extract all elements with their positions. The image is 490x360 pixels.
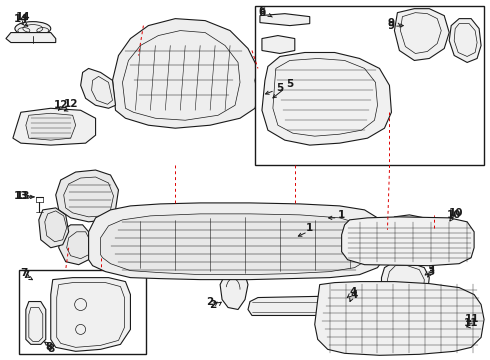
Text: 6: 6 (258, 6, 266, 15)
Polygon shape (220, 272, 248, 310)
Polygon shape (59, 225, 89, 265)
Bar (255, 6, 484, 165)
Text: 4: 4 (351, 289, 358, 300)
Text: 10: 10 (449, 208, 464, 218)
Polygon shape (13, 108, 96, 145)
Polygon shape (382, 262, 429, 307)
Polygon shape (113, 19, 260, 128)
Text: 5: 5 (276, 84, 284, 93)
Text: 7: 7 (22, 270, 29, 280)
Polygon shape (394, 9, 449, 60)
Polygon shape (315, 282, 484, 355)
Text: 1: 1 (338, 210, 345, 220)
Ellipse shape (15, 22, 51, 36)
Bar (19, 270, 147, 354)
Text: 9: 9 (388, 21, 395, 31)
Polygon shape (56, 170, 119, 222)
Polygon shape (39, 208, 69, 248)
Polygon shape (81, 68, 116, 108)
Polygon shape (26, 302, 46, 345)
Polygon shape (255, 58, 280, 98)
Text: 8: 8 (47, 345, 54, 354)
Polygon shape (262, 53, 392, 145)
Polygon shape (248, 296, 377, 315)
Text: 8: 8 (45, 342, 52, 352)
Text: 3: 3 (428, 265, 435, 275)
Text: 14: 14 (16, 12, 30, 22)
Polygon shape (51, 278, 130, 351)
Polygon shape (100, 214, 371, 275)
Polygon shape (342, 217, 474, 266)
Text: 9: 9 (388, 18, 395, 28)
Polygon shape (260, 14, 310, 26)
Text: 6: 6 (258, 8, 266, 18)
Polygon shape (262, 36, 295, 54)
Text: 13: 13 (14, 191, 28, 201)
Polygon shape (26, 113, 75, 140)
Polygon shape (449, 19, 481, 62)
Text: 3: 3 (428, 267, 435, 276)
Text: 13: 13 (16, 191, 30, 201)
Polygon shape (6, 32, 56, 42)
Text: 5: 5 (286, 79, 294, 89)
Text: 10: 10 (447, 210, 462, 220)
Text: 14: 14 (14, 14, 28, 24)
Polygon shape (89, 203, 388, 280)
Text: 11: 11 (465, 314, 479, 324)
Text: 11: 11 (464, 319, 478, 328)
Text: 1: 1 (306, 223, 314, 233)
Text: 4: 4 (350, 287, 357, 297)
Polygon shape (388, 215, 437, 268)
Text: 2: 2 (206, 297, 214, 306)
Text: 12: 12 (53, 100, 68, 110)
Text: 12: 12 (63, 99, 78, 109)
Text: 2: 2 (210, 300, 217, 310)
Text: 7: 7 (20, 267, 27, 278)
